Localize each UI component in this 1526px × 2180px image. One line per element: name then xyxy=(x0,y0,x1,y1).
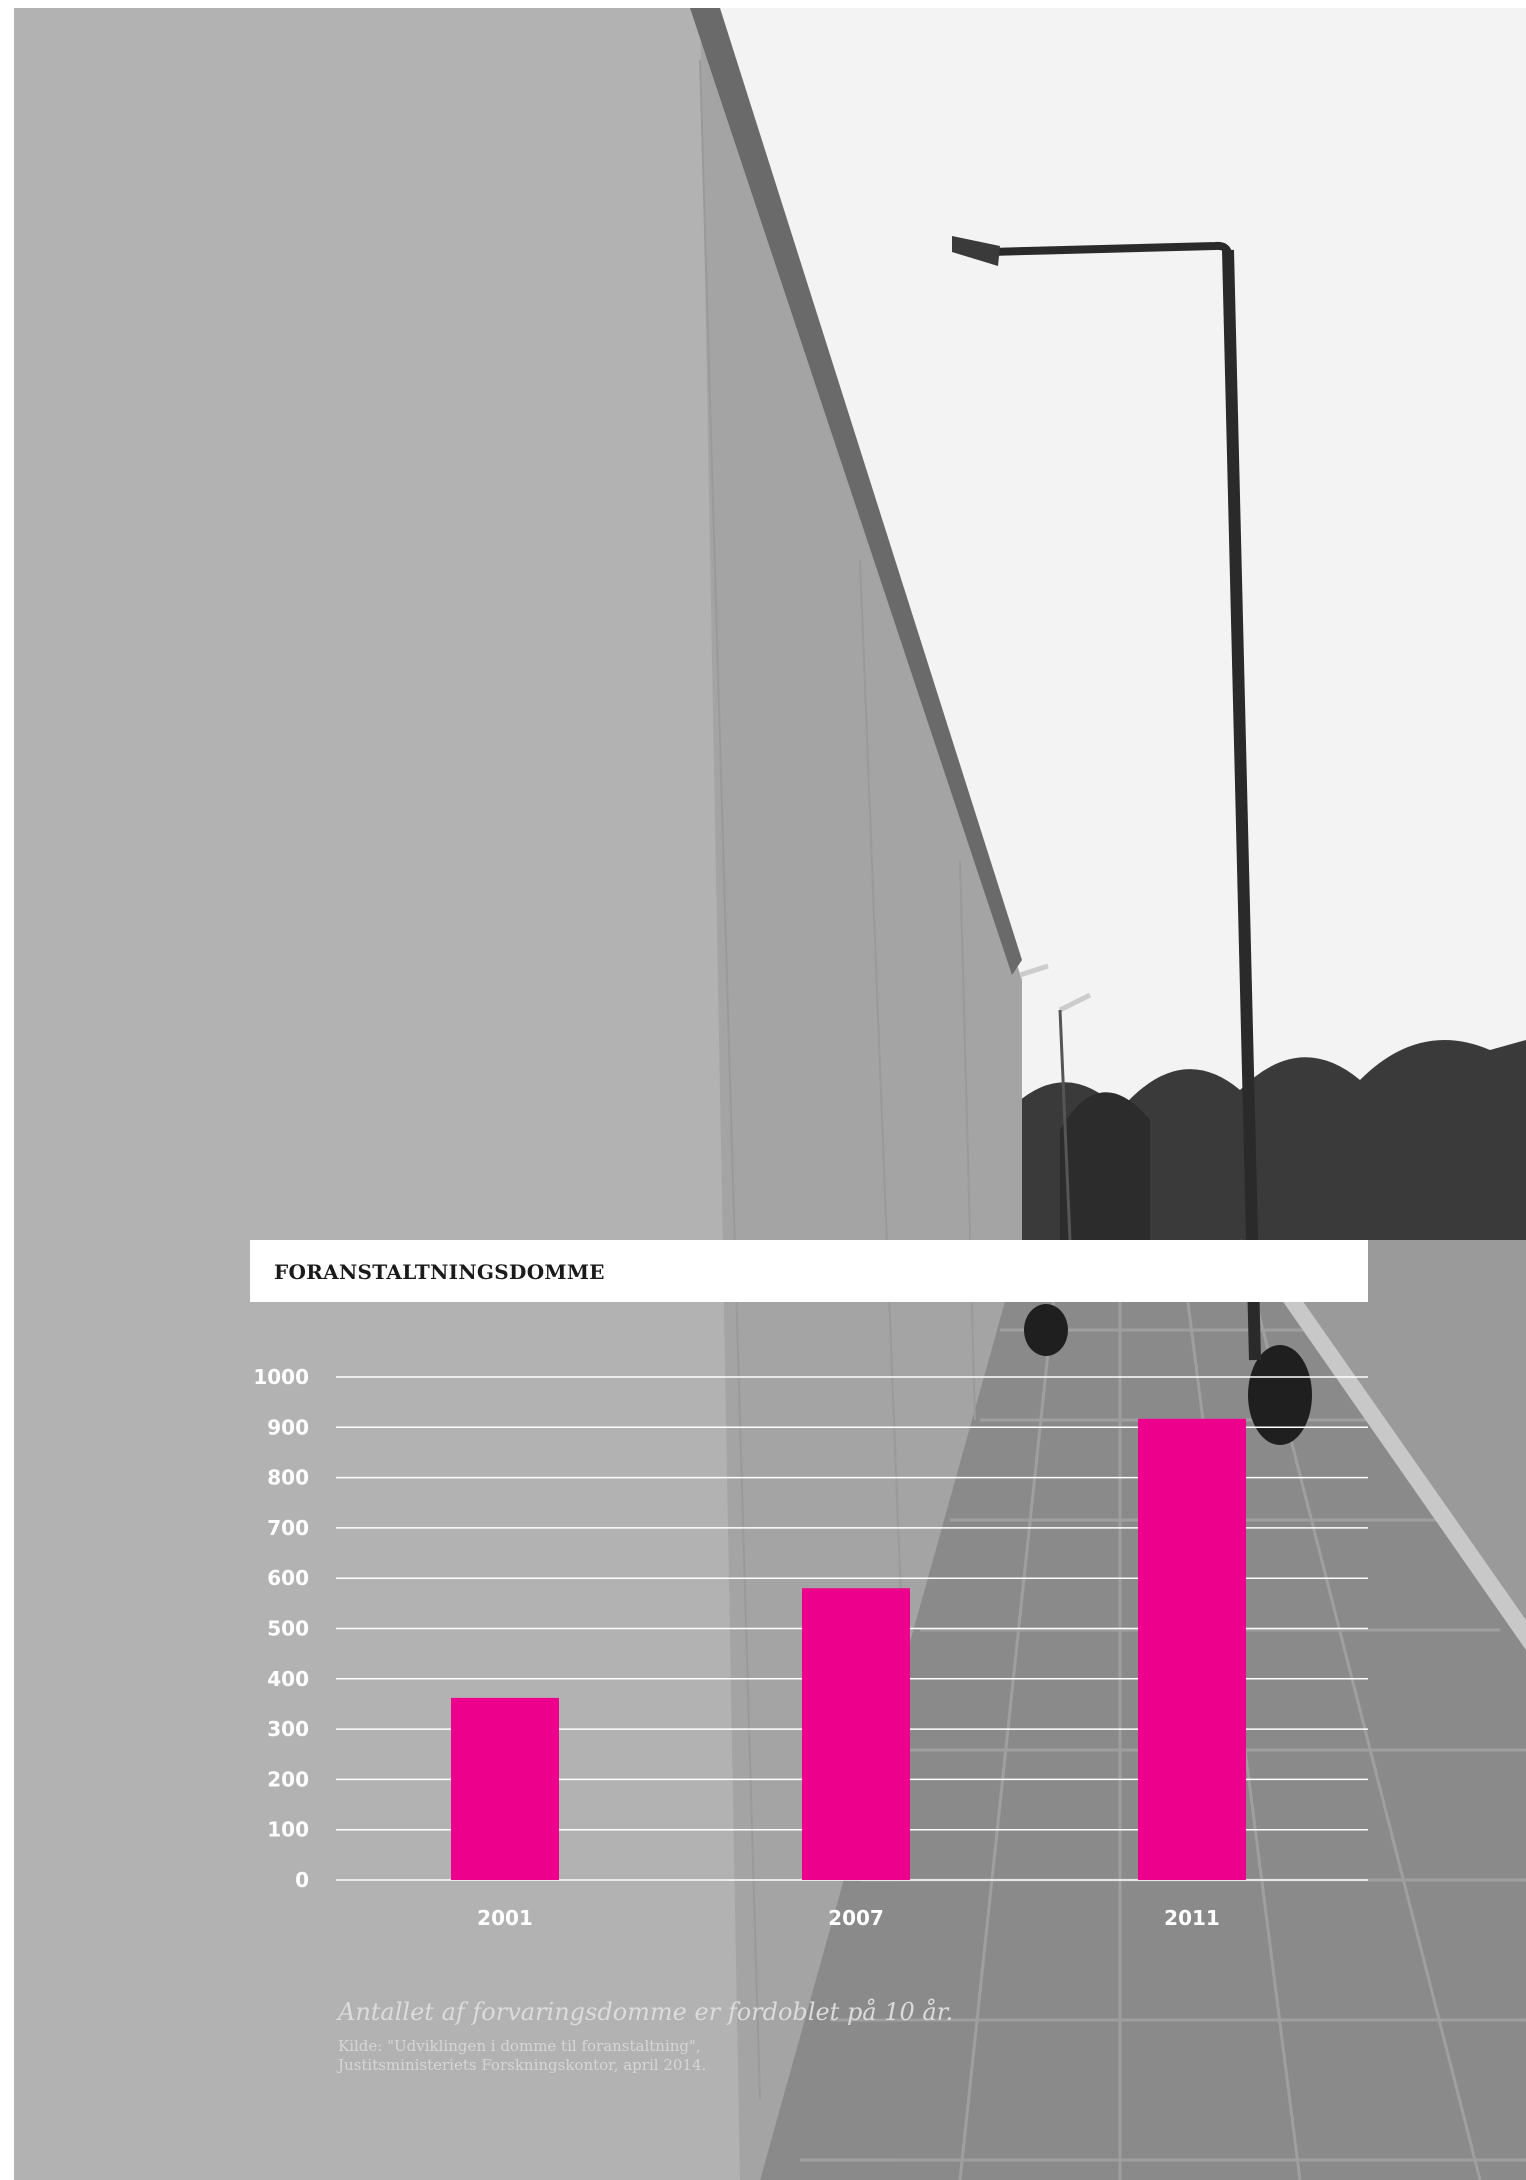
source-line-1: Kilde: "Udviklingen i domme til foransta… xyxy=(338,2037,701,2055)
bar-2011 xyxy=(1138,1418,1246,1880)
y-tick-label-700: 700 xyxy=(267,1516,309,1540)
bar-2007 xyxy=(802,1588,910,1880)
source-note: Kilde: "Udviklingen i domme til foransta… xyxy=(338,2037,938,2075)
chart-title-bar: FORANSTALTNINGSDOMME xyxy=(250,1240,1368,1302)
y-tick-label-900: 900 xyxy=(267,1415,309,1439)
source-line-2: Justitsministeriets Forskningskontor, ap… xyxy=(338,2056,707,2074)
chart-caption: Antallet af forvaringsdomme er fordoblet… xyxy=(338,1998,954,2026)
x-category-label-2011: 2011 xyxy=(1164,1906,1220,1930)
y-axis-tick-labels: 0 100 200 300 400 500 600 700 800 900 1000 xyxy=(253,1365,309,1892)
y-tick-label-400: 400 xyxy=(267,1667,309,1691)
y-tick-label-600: 600 xyxy=(267,1566,309,1590)
x-category-label-2007: 2007 xyxy=(828,1906,884,1930)
bar-2001 xyxy=(451,1697,559,1880)
x-axis-category-labels: 2001 2007 2011 xyxy=(477,1906,1220,1930)
y-tick-label-300: 300 xyxy=(267,1717,309,1741)
y-tick-label-200: 200 xyxy=(267,1767,309,1791)
x-category-label-2001: 2001 xyxy=(477,1906,533,1930)
y-tick-label-800: 800 xyxy=(267,1466,309,1490)
bars xyxy=(451,1418,1246,1880)
y-tick-label-0: 0 xyxy=(295,1868,309,1892)
y-tick-label-1000: 1000 xyxy=(253,1365,309,1389)
chart-title: FORANSTALTNINGSDOMME xyxy=(274,1260,605,1284)
y-tick-label-100: 100 xyxy=(267,1818,309,1842)
y-tick-label-500: 500 xyxy=(267,1617,309,1641)
